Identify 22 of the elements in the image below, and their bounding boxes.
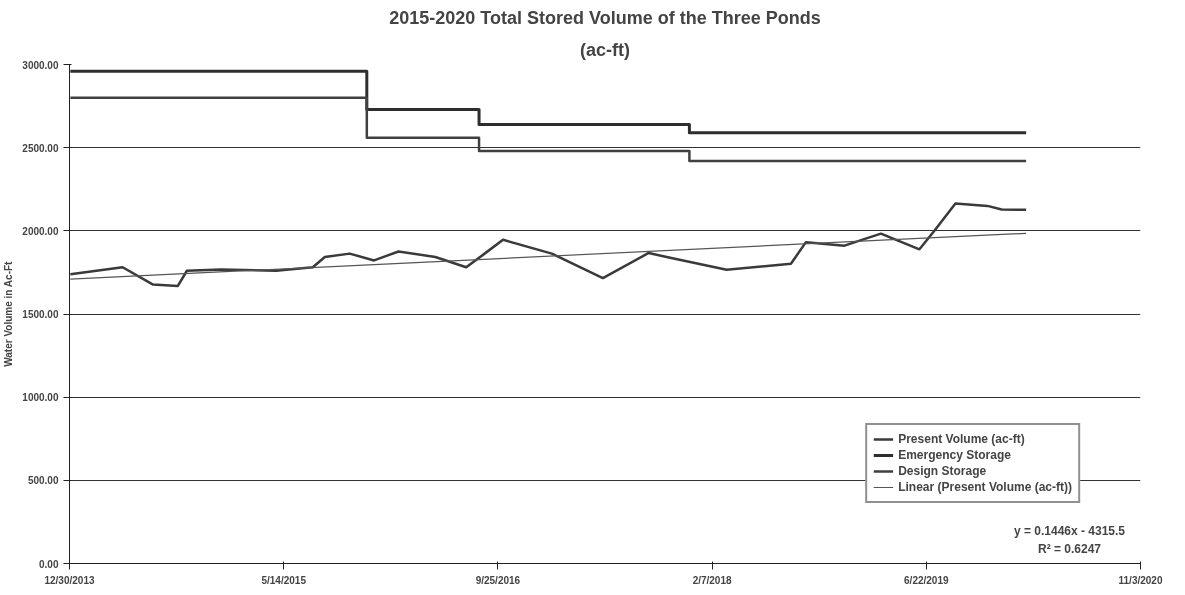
x-tick-label: 12/30/2013	[44, 574, 95, 586]
chart-subtitle: (ac-ft)	[580, 39, 630, 60]
legend-label: Linear (Present Volume (ac-ft))	[898, 479, 1072, 495]
y-tick-label: 1000.00	[22, 392, 59, 404]
x-tick-label: 6/22/2019	[904, 574, 949, 586]
legend-label: Emergency Storage	[898, 447, 1011, 463]
annotation: R² = 0.6247	[1037, 541, 1102, 556]
x-tick-label: 5/14/2015	[261, 574, 307, 586]
x-tick-label: 11/3/2020	[1118, 574, 1163, 586]
y-tick-label: 3000.00	[22, 59, 59, 71]
legend-label: Present Volume (ac-ft)	[898, 431, 1025, 447]
y-tick-label: 2000.00	[22, 225, 59, 237]
x-tick-label: 2/7/2018	[692, 574, 732, 586]
chart-title: 2015-2020 Total Stored Volume of the Three Ponds	[389, 7, 821, 28]
y-tick-label: 1500.00	[22, 309, 59, 320]
y-tick-label: 500.00	[27, 475, 59, 487]
y-tick-label: 0.00	[39, 558, 59, 570]
y-tick-label: 2500.00	[22, 142, 59, 154]
legend-label: Design Storage	[898, 463, 987, 479]
x-tick-label: 9/25/2016	[475, 574, 521, 586]
y-axis-title: Water Volume in Ac-Ft	[3, 260, 15, 367]
annotation: y = 0.1446x - 4315.5	[1013, 523, 1126, 538]
